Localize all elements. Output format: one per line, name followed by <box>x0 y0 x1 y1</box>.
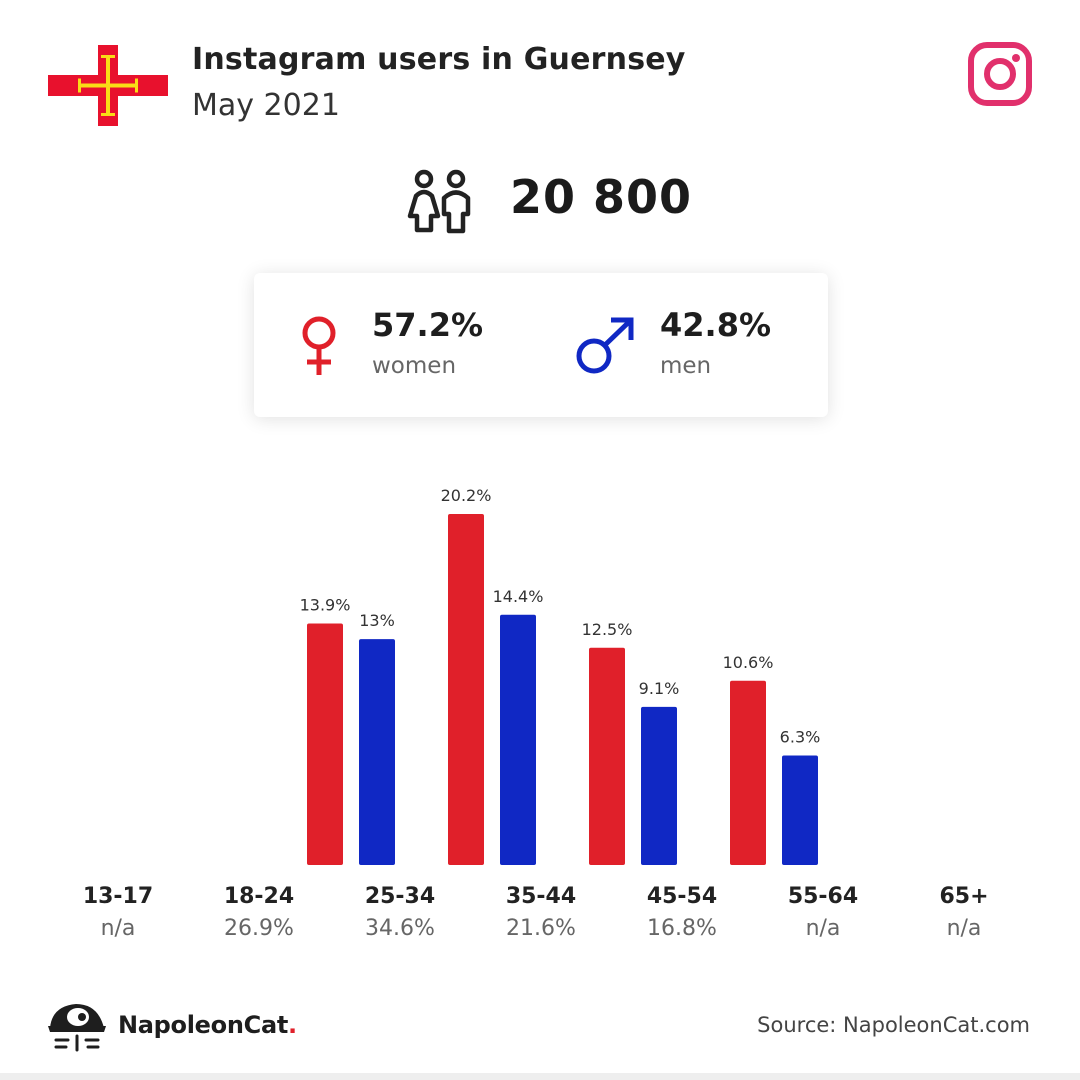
gender-split-card <box>254 273 828 417</box>
age-group-total: n/a <box>100 916 136 941</box>
bar-women-18-24 <box>307 623 343 865</box>
data-label-women-25-34: 20.2% <box>441 486 492 505</box>
bar-men-25-34 <box>500 614 536 865</box>
bar-women-25-34 <box>448 514 484 865</box>
page-subtitle: May 2021 <box>192 88 340 123</box>
napoleoncat-logo-icon <box>48 1004 106 1052</box>
age-group-total: 34.6% <box>365 916 435 941</box>
men-percentage: 42.8% <box>660 306 772 344</box>
page-title: Instagram users in Guernsey <box>192 42 686 77</box>
women-label: women <box>372 353 457 379</box>
data-label-women-45-54: 10.6% <box>723 653 774 672</box>
age-group-label: 45-54 <box>646 884 718 909</box>
data-label-men-45-54: 6.3% <box>780 728 821 747</box>
age-group-total: n/a <box>805 916 841 941</box>
guernsey-flag-icon <box>48 45 168 126</box>
bar-men-18-24 <box>359 639 395 865</box>
people-icon <box>407 169 471 234</box>
age-group-total: 16.8% <box>647 916 717 941</box>
bar-men-35-44 <box>641 706 677 865</box>
bar-men-45-54 <box>782 755 818 865</box>
age-group-total: 26.9% <box>224 916 294 941</box>
age-group-label: 55-64 <box>787 884 859 909</box>
women-percentage: 57.2% <box>372 306 484 344</box>
age-group-label: 13-17 <box>82 884 154 909</box>
age-group-label: 35-44 <box>505 884 577 909</box>
total-users: 20 800 <box>510 170 693 224</box>
brand-text: NapoleonCat <box>118 1011 289 1039</box>
age-group-total: n/a <box>946 916 982 941</box>
age-group-total: 21.6% <box>506 916 576 941</box>
bar-women-45-54 <box>730 680 766 865</box>
age-group-label: 18-24 <box>223 884 295 909</box>
data-label-women-18-24: 13.9% <box>300 595 351 614</box>
brand-name: NapoleonCat. <box>118 1011 297 1039</box>
age-group-label: 25-34 <box>364 884 436 909</box>
age-group-label: 65+ <box>939 884 989 909</box>
source-note: Source: NapoleonCat.com <box>757 1013 1030 1037</box>
bottom-strip <box>0 1073 1080 1080</box>
data-label-men-35-44: 9.1% <box>639 679 680 698</box>
instagram-icon <box>968 42 1032 106</box>
female-symbol-icon <box>302 316 336 375</box>
bar-women-35-44 <box>589 647 625 865</box>
men-label: men <box>660 353 712 379</box>
male-symbol-icon <box>576 317 634 374</box>
data-label-men-25-34: 14.4% <box>493 587 544 606</box>
brand-dot: . <box>288 1011 297 1039</box>
data-label-women-35-44: 12.5% <box>582 620 633 639</box>
data-label-men-18-24: 13% <box>359 611 395 630</box>
